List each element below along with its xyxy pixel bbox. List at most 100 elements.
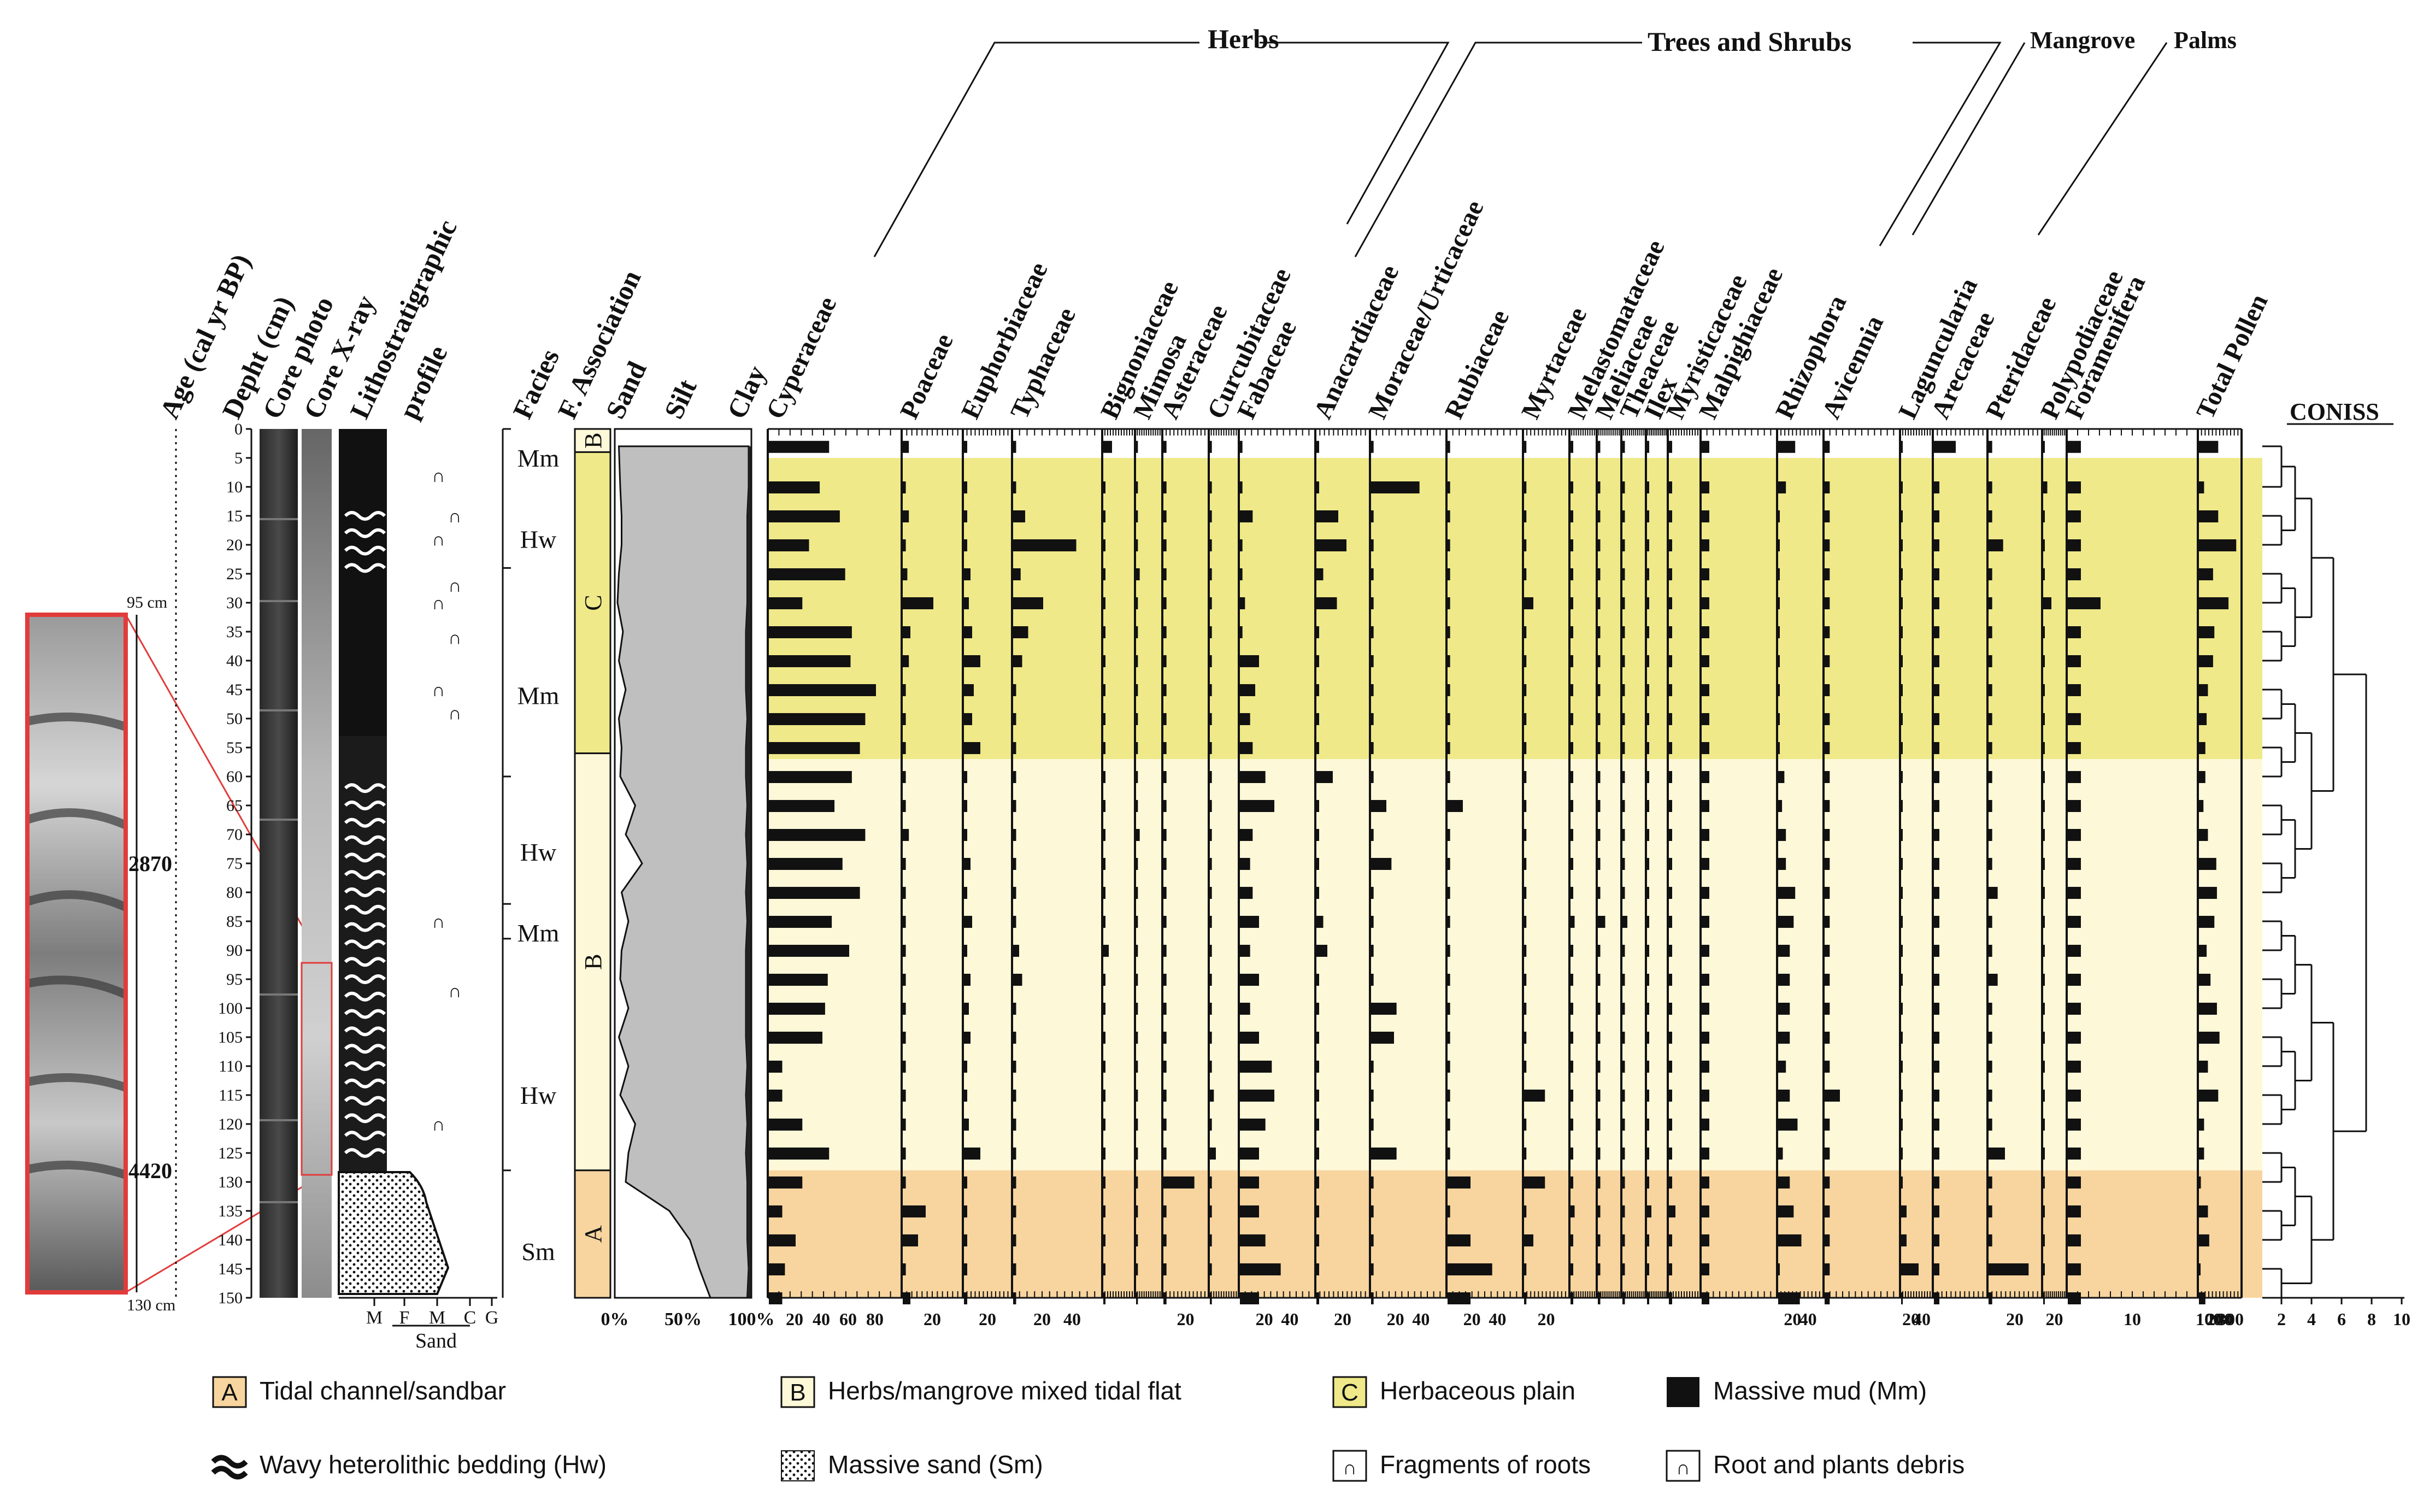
pollen-bar: [1598, 1003, 1601, 1015]
depth-tick-label: 0: [234, 420, 243, 438]
pollen-bar: [1825, 539, 1830, 551]
pollen-bar: [1013, 1148, 1016, 1160]
pollen-bar: [769, 771, 852, 783]
grain-tick-label: M: [366, 1308, 383, 1328]
pollen-bar: [1163, 539, 1167, 551]
facies-label: Hw: [520, 525, 557, 553]
pollen-bar: [1316, 887, 1319, 899]
grain-tick-label: F: [399, 1308, 410, 1328]
taxon-tick-label: 20: [1784, 1309, 1801, 1329]
pollen-bar: [1702, 1032, 1709, 1044]
pollen-bar: [1013, 713, 1016, 725]
wavy-bed: [344, 1113, 386, 1123]
pollen-bar: [2068, 1176, 2081, 1189]
pollen-bar: [2043, 655, 2045, 667]
pollen-bar: [1163, 440, 1167, 453]
pollen-bar: [1622, 1263, 1625, 1275]
taxon-tick-label: 10: [2124, 1309, 2141, 1329]
legend-item-A: A Tidal channel/sandbar: [212, 1376, 506, 1408]
pollen-bar: [1934, 974, 1939, 986]
legend-label: Wavy heterolithic bedding (Hw): [260, 1450, 607, 1479]
depth-tick-label: 115: [219, 1086, 243, 1104]
pollen-bar: [964, 916, 972, 928]
pollen-bar: [903, 568, 908, 580]
pollen-bar: [1240, 440, 1243, 453]
pollen-bar: [1669, 539, 1672, 551]
pollen-bar: [1163, 945, 1167, 957]
pollen-bar: [1163, 597, 1167, 609]
pollen-bar: [1210, 1119, 1212, 1131]
header-clay: Clay: [721, 361, 772, 423]
pollen-bar: [1240, 887, 1253, 899]
pollen-bar: [2199, 858, 2216, 870]
pollen-bar: [1934, 568, 1939, 580]
pollen-bar: [1901, 1292, 1903, 1304]
pollen-bar: [2068, 1292, 2081, 1304]
pollen-bar: [1210, 945, 1212, 957]
pollen-bar: [1136, 1032, 1138, 1044]
pollen-bar: [964, 713, 972, 725]
pollen-bar: [1901, 887, 1903, 899]
pollen-bar: [2199, 440, 2219, 453]
pollen-bar: [1702, 1003, 1709, 1015]
pollen-bar: [1989, 539, 2003, 551]
pollen-bar: [1989, 887, 1998, 899]
taxon-tick-label: 20: [1387, 1309, 1404, 1329]
pollen-bar: [1571, 597, 1573, 609]
pollen-bar: [1647, 1003, 1649, 1015]
pollen-bar: [1989, 771, 1992, 783]
legend-swatch: [781, 1450, 815, 1481]
pollen-bar: [1013, 626, 1028, 638]
legend-item-B: B Herbs/mangrove mixed tidal flat: [780, 1376, 1181, 1408]
pollen-bar: [1571, 974, 1573, 986]
depth-tick-label: 5: [234, 449, 243, 467]
pollen-bar: [1210, 858, 1212, 870]
depth-ticks: 0 5 10 15 20 25 30 35 40 45 50 55 60 65 70 75 80 85 90 95 10…: [218, 420, 251, 1307]
pollen-bar: [1989, 974, 1998, 986]
pollen-bar: [1598, 945, 1601, 957]
pollen-bar: [1901, 1234, 1907, 1246]
pollen-bar: [1934, 1119, 1939, 1131]
pollen-bar: [2199, 1292, 2205, 1304]
pollen-bar: [1702, 684, 1709, 696]
pollen-bar: [2199, 539, 2237, 551]
pollen-bar: [1598, 655, 1601, 667]
facies-label: Mm: [517, 444, 560, 472]
pollen-bar: [2199, 1205, 2208, 1217]
pollen-bar: [1989, 481, 1992, 493]
core-photo-strip: [260, 429, 298, 1298]
pollen-bar: [2199, 626, 2215, 638]
depth-tick-label: 80: [226, 884, 243, 902]
pollen-bar: [1989, 1292, 1992, 1304]
pollen-bar: [2199, 481, 2204, 493]
pollen-bar: [1163, 1263, 1167, 1275]
pollen-bar: [1316, 742, 1319, 754]
pollen-bar: [1825, 742, 1830, 754]
pollen-bar: [964, 974, 971, 986]
root-fragment-symbol: ∩: [448, 703, 462, 723]
pollen-bar: [1524, 771, 1527, 783]
pollen-bar: [1240, 858, 1250, 870]
legend-item-roots: ∩ Fragments of roots: [1332, 1450, 1591, 1482]
pollen-bar: [1934, 1176, 1939, 1189]
coniss-tick-label: 4: [2307, 1309, 2316, 1329]
assoc-zone-label: C: [580, 595, 607, 610]
pollen-bar: [2199, 510, 2219, 522]
pollen-bar: [2199, 800, 2204, 812]
pollen-bar: [1647, 887, 1649, 899]
pollen-bar: [1163, 1003, 1167, 1015]
pollen-bar: [903, 829, 909, 841]
pollen-bar: [1524, 1119, 1527, 1131]
pollen-bar: [1598, 1205, 1601, 1217]
pollen-bar: [1371, 829, 1374, 841]
pollen-bar: [1571, 1119, 1573, 1131]
pollen-bar: [1210, 655, 1212, 667]
taxon-tick-label: 20: [2046, 1309, 2063, 1329]
depth-tick-label: 85: [226, 913, 243, 931]
pollen-bar: [1240, 1263, 1281, 1275]
pollen-bar: [2068, 771, 2081, 783]
facies-label: Hw: [520, 1081, 557, 1109]
pollen-bar: [1622, 1292, 1625, 1304]
pollen-bar: [1702, 1148, 1709, 1160]
